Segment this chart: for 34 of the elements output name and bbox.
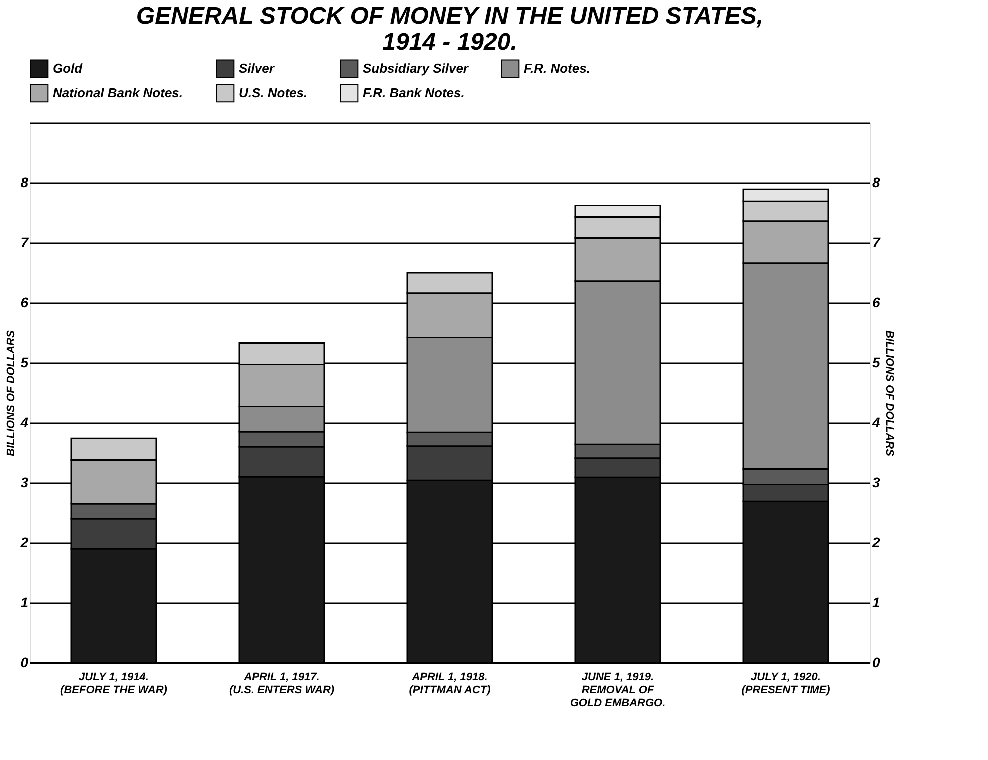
legend-label: U.S. Notes. (239, 86, 308, 100)
x-tick-label: JUNE 1, 1919. REMOVAL OF GOLD EMBARGO. (570, 672, 666, 710)
legend-label: Subsidiary Silver (363, 60, 470, 76)
y-axis-title: BILLIONS OF DOLLARS (6, 330, 18, 456)
y-tick-label: 2 (20, 534, 29, 550)
x-tick-label: APRIL 1, 1918. (PITTMAN ACT) (409, 672, 492, 696)
y2-tick-label: 4 (872, 414, 880, 430)
legend-label: F.R. Notes. (524, 60, 590, 76)
y-tick-label: 1 (20, 594, 29, 610)
y2-tick-label: 2 (872, 534, 880, 550)
legend-label: F.R. Bank Notes. (363, 86, 465, 100)
x-tick-label: JULY 1, 1914. (BEFORE THE WAR) (60, 672, 168, 696)
y2-axis-title: BILLIONS OF DOLLARS (883, 330, 896, 458)
y-tick-label: 5 (20, 354, 29, 370)
y2-tick-label: 1 (872, 594, 880, 610)
text: GENERAL STOCK OF MONEY IN THE UNITED STATES, (136, 3, 764, 30)
legend-label: National Bank Notes. (53, 86, 184, 100)
x-tick-label: JULY 1, 1920. (PRESENT TIME) (742, 672, 831, 696)
y2-tick-label: 7 (872, 234, 882, 250)
y-tick-label: 4 (20, 414, 29, 430)
y2-tick-label: 0 (872, 654, 880, 670)
y-tick-label: 0 (20, 654, 29, 670)
y-tick-label: 7 (20, 234, 30, 250)
y2-tick-label: 3 (872, 474, 880, 490)
y2-tick-label: 8 (872, 174, 880, 190)
y-tick-label: 8 (20, 174, 29, 190)
text: 1914 - 1920. (382, 29, 518, 56)
legend-label: Silver (239, 60, 276, 76)
y-tick-label: 6 (20, 294, 29, 310)
x-tick-label: APRIL 1, 1917. (U.S. ENTERS WAR) (229, 672, 335, 696)
y-tick-label: 3 (20, 474, 29, 490)
y2-tick-label: 6 (872, 294, 880, 310)
legend-label: Gold (53, 60, 84, 76)
y2-tick-label: 5 (872, 354, 880, 370)
